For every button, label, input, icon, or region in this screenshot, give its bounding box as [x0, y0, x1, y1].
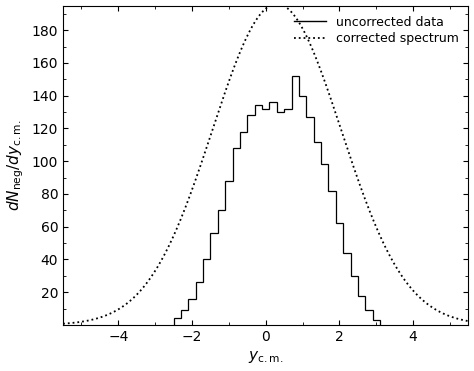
corrected spectrum	[465, 319, 471, 324]
corrected spectrum	[60, 322, 66, 326]
corrected spectrum	[454, 316, 460, 321]
Line: corrected spectrum: corrected spectrum	[63, 4, 468, 324]
Y-axis label: $dN_{\mathregular{neg}}/dy_{\mathregular{c.m.}}$: $dN_{\mathregular{neg}}/dy_{\mathregular…	[6, 119, 26, 211]
corrected spectrum	[257, 12, 263, 17]
corrected spectrum	[454, 316, 459, 321]
X-axis label: $y_{\mathregular{c.m.}}$: $y_{\mathregular{c.m.}}$	[248, 349, 283, 365]
corrected spectrum	[246, 29, 252, 34]
corrected spectrum	[274, 2, 280, 6]
corrected spectrum	[380, 239, 385, 243]
corrected spectrum	[81, 319, 87, 324]
Legend: uncorrected data, corrected spectrum: uncorrected data, corrected spectrum	[291, 12, 462, 49]
